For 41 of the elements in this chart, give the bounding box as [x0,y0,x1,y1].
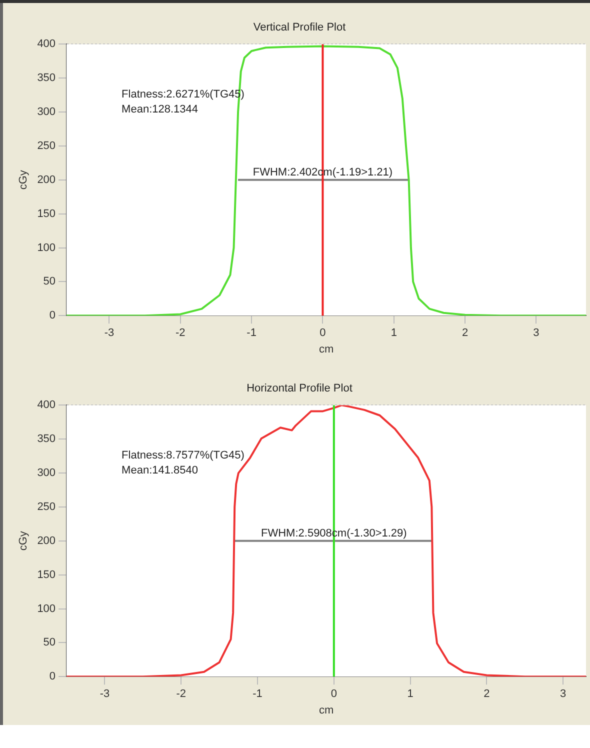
x-tick-label: 1 [407,688,414,700]
y-tick-label: 50 [43,636,56,649]
x-tick-label: 3 [560,688,566,700]
x-tick-label: 0 [320,327,326,340]
y-tick-label: 300 [37,106,56,118]
y-tick-label: 400 [37,399,56,412]
x-tick-label: -1 [246,327,256,340]
x-tick-label: 3 [533,327,540,340]
y-axis-title: cGy [18,170,30,190]
x-axis-title: cm [318,704,334,716]
chart-title: Vertical Profile Plot [253,22,346,34]
y-tick-label: 150 [37,208,56,220]
y-tick-label: 0 [49,310,56,322]
y-tick-label: 350 [37,433,56,446]
x-tick-label: -2 [176,327,186,340]
y-tick-label: 300 [37,467,56,480]
annotation: Flatness:8.7577%(TG45) [122,450,244,462]
y-tick-label: 350 [37,72,56,84]
y-tick-label: 200 [37,174,56,186]
x-tick-label: -1 [252,688,262,700]
annotation: Mean:128.1344 [122,104,198,116]
y-tick-label: 50 [43,276,56,288]
y-axis-title: cGy [18,530,30,551]
x-axis-title: cm [318,343,334,356]
y-tick-label: 250 [37,501,56,514]
x-tick-label: -2 [176,688,186,700]
x-tick-label: 2 [484,688,490,700]
y-tick-label: 150 [37,568,56,581]
x-tick-label: -3 [104,327,114,340]
x-tick-label: 2 [462,327,468,340]
x-tick-label: 1 [390,327,397,340]
y-tick-label: 100 [37,242,56,254]
y-tick-label: 0 [49,670,56,683]
x-tick-label: -3 [100,688,110,700]
x-tick-label: 0 [330,688,337,700]
y-tick-label: 100 [37,602,56,615]
annotation: Mean:141.8540 [122,464,198,477]
y-tick-label: 250 [37,140,56,152]
y-tick-label: 200 [37,534,56,547]
chart-title: Horizontal Profile Plot [246,382,352,395]
y-tick-label: 400 [37,38,56,50]
